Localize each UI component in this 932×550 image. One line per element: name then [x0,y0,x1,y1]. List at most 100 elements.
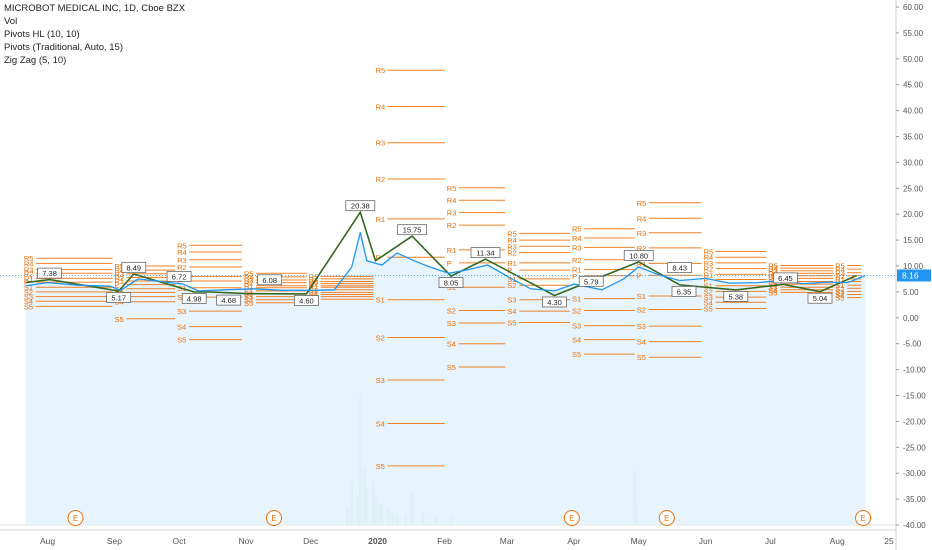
pivot-low-label: 6.35 [677,287,692,296]
pivot-level-label: S3 [768,283,777,292]
pivot-low-box [216,294,242,306]
pivot-level-label: S4 [376,420,385,429]
pivot-level-label: R5 [177,241,187,250]
time-tick-label: Apr [567,536,580,546]
pivot-level-label: S4 [177,323,186,332]
pivot-level-label: S4 [24,297,33,306]
pivot-level-label: R5 [835,262,845,271]
pivot-level-label: R3 [835,269,845,278]
symbol-title[interactable]: MICROBOT MEDICAL INC, 1D, Cboe BZX [4,3,186,14]
pivot-level-label: S3 [244,293,253,302]
pivot-level-label: R1 [572,266,582,275]
pivot-level-label: S2 [507,281,516,290]
pivot-low-box [542,296,567,308]
pivot-level-label: R2 [177,263,187,272]
earnings-marker[interactable] [563,510,580,526]
pivot-level-label: S5 [24,302,33,311]
price-tick-label: -35.00 [903,495,926,504]
pivot-level-label: R2 [447,221,457,230]
pivot-level-label: S1 [768,278,777,287]
earnings-marker-label: E [569,514,574,523]
pivot-level-label: S4 [637,338,646,347]
pivots-traditional-legend[interactable]: Pivots (Traditional, Auto, 15) [4,42,123,53]
pivot-high-box [667,262,693,273]
pivot-level-label: S2 [376,334,385,343]
pivot-level-label: S1 [704,282,713,291]
pivot-level-label: P [507,266,512,275]
pivot-low-label: 5.17 [111,294,126,303]
price-area-fill [25,232,866,526]
earnings-marker[interactable] [855,510,872,526]
pivot-level-label: R4 [447,196,457,205]
zigzag-indicator [25,210,857,297]
pivot-level-label: S3 [637,322,646,331]
pivot-level-label: S3 [447,319,456,328]
earnings-marker[interactable] [67,510,84,526]
pivot-level-label: S3 [177,307,186,316]
pivot-level-label: S3 [835,287,844,296]
earnings-marker-label: E [664,514,669,523]
price-tick-label: 55.00 [903,29,924,38]
pivot-level-label: R3 [507,242,517,251]
time-tick-label: May [631,536,648,546]
pivot-low-label: 5.04 [813,294,828,303]
pivot-high-label: 5.79 [584,277,599,286]
pivot-level-label: R3 [244,276,254,285]
time-tick-label: Mar [500,536,515,546]
pivot-level-label: R3 [115,270,125,279]
earnings-marker[interactable] [658,510,675,526]
pivot-low-label: 4.60 [299,297,314,306]
pivot-level-label: S1 [572,295,581,304]
pivot-level-label: S3 [24,293,33,302]
pivot-level-label: S5 [835,294,844,303]
pivot-level-label: R4 [244,273,254,282]
pivot-high-label: 8.49 [126,263,141,272]
earnings-marker[interactable] [266,510,282,526]
pivot-level-label: S5 [572,350,581,359]
price-tick-label: 25.00 [903,184,924,193]
time-axis[interactable]: Aug Sep Oct Nov Dec 2020 Feb Mar Apr May Jun Jul Aug… [0,529,896,546]
pivot-low-label: 8.05 [444,279,459,288]
pivot-level-label: S5 [447,363,456,372]
pivot-level-label: S5 [768,288,777,297]
pivot-level-label: R2 [704,265,714,274]
price-tick-label: 35.00 [903,133,924,142]
price-area [25,232,866,526]
time-tick-label: Aug [830,536,845,546]
price-tick-label: 60.00 [903,3,924,12]
pivots-hl-legend[interactable]: Pivots HL (10, 10) [4,29,80,40]
price-tick-label: -5.00 [903,340,922,349]
pivot-high-label: 15.75 [403,226,422,235]
price-axis[interactable]: 60.00 55.00 50.00 45.00 40.00 35.00 30.00 25.00… [895,0,931,550]
zigzag-legend[interactable]: Zig Zag (5, 10) [4,55,67,66]
zigzag-line [25,210,857,297]
pivot-level-label: S2 [447,307,456,316]
pivot-level-label: S1 [244,287,253,296]
pivot-level-label: R4 [376,103,386,112]
pivot-level-label: S4 [244,296,253,305]
price-tick-label: -15.00 [903,392,926,401]
price-tick-label: -30.00 [903,469,926,478]
pivot-level-label: R1 [447,246,457,255]
pivot-high-box [773,272,798,284]
time-tick-label: Jul [765,536,776,546]
pivot-level-label: R2 [507,249,517,258]
pivot-level-label: R4 [704,253,714,262]
pivot-level-label: R1 [376,215,386,224]
pivot-level-label: S1 [24,283,33,292]
price-tick-label: -20.00 [903,417,926,426]
price-tick-label: 5.00 [903,288,919,297]
pivot-level-label: P [768,274,773,283]
pivot-level-label: S3 [572,322,581,331]
pivot-level-label: R2 [115,273,125,282]
pivot-level-label: R2 [572,256,582,265]
time-tick-label: Dec [303,536,319,546]
volume-legend[interactable]: Vol [4,16,18,27]
pivot-level-label: R4 [177,248,187,257]
pivot-level-label: R4 [507,236,517,245]
pivot-level-label: S1 [637,292,646,301]
pivot-level-label: R1 [244,282,254,291]
pivot-level-label: S2 [177,293,186,302]
